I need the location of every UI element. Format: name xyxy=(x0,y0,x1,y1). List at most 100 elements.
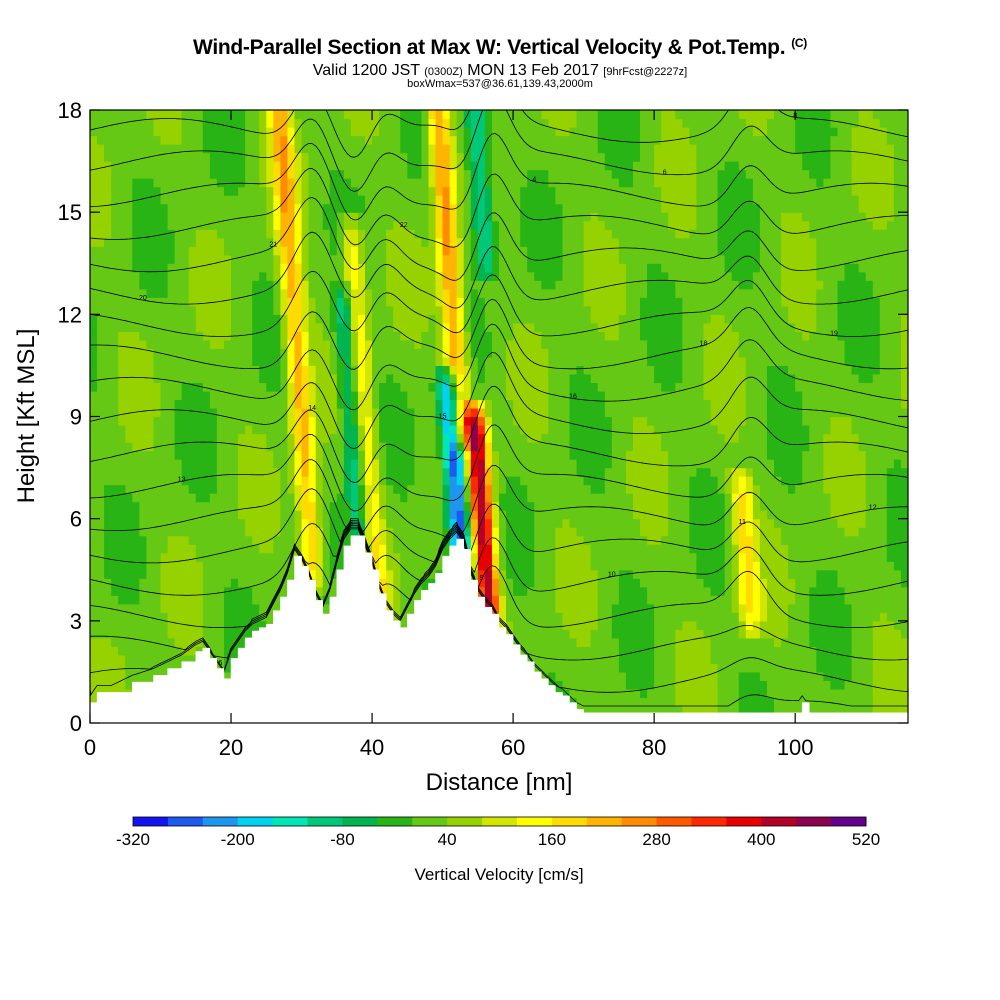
field-cell xyxy=(195,450,204,460)
field-cell xyxy=(273,169,281,179)
field-cell xyxy=(534,663,542,673)
field-cell xyxy=(435,229,444,239)
field-cell xyxy=(449,288,458,298)
field-cell xyxy=(223,297,232,307)
field-cell xyxy=(350,110,359,120)
field-cell xyxy=(97,544,105,554)
field-cell xyxy=(491,484,500,494)
field-cell xyxy=(308,144,317,154)
field-cell xyxy=(231,501,239,511)
field-cell xyxy=(273,595,281,605)
field-cell xyxy=(548,671,557,682)
field-cell xyxy=(407,110,415,120)
field-cell xyxy=(259,297,267,307)
field-cell xyxy=(231,527,239,537)
field-cell xyxy=(336,212,345,222)
field-cell xyxy=(456,212,465,222)
field-cell xyxy=(90,680,98,690)
field-cell xyxy=(470,501,479,511)
field-cell xyxy=(231,603,239,613)
field-cell xyxy=(442,135,451,145)
field-cell xyxy=(195,390,204,401)
field-cell xyxy=(216,322,225,332)
field-cell xyxy=(273,493,281,503)
field-cell xyxy=(273,373,281,384)
field-cell xyxy=(386,305,394,315)
field-cell xyxy=(407,527,415,537)
field-cell xyxy=(139,646,148,656)
field-cell xyxy=(231,280,239,290)
field-cell xyxy=(350,246,359,256)
field-cell xyxy=(343,212,352,222)
subtitle-utc: (0300Z) xyxy=(424,66,463,78)
field-cell xyxy=(181,305,190,315)
field-cell xyxy=(97,527,105,537)
field-cell xyxy=(350,331,359,341)
field-cell xyxy=(421,467,430,477)
field-cell xyxy=(202,305,211,315)
field-cell xyxy=(125,186,133,196)
field-cell xyxy=(294,246,303,256)
field-cell xyxy=(308,237,317,247)
field-cell xyxy=(174,373,183,384)
field-cell xyxy=(125,476,133,486)
field-cell xyxy=(111,373,119,384)
field-cell xyxy=(216,527,225,537)
field-cell xyxy=(477,356,486,367)
field-cell xyxy=(146,186,155,196)
field-cell xyxy=(372,110,380,120)
field-cell xyxy=(266,544,274,554)
field-cell xyxy=(308,271,317,281)
field-cell xyxy=(202,518,211,528)
field-cell xyxy=(379,459,387,469)
field-cell xyxy=(97,297,105,307)
field-cell xyxy=(188,322,197,332)
field-cell xyxy=(160,518,169,528)
field-cell xyxy=(506,195,514,205)
field-cell xyxy=(400,561,408,571)
field-cell xyxy=(491,501,500,511)
field-cell xyxy=(245,603,253,613)
field-cell xyxy=(343,186,352,196)
field-cell xyxy=(132,671,140,682)
field-cell xyxy=(266,493,274,503)
field-cell xyxy=(153,237,162,247)
field-cell xyxy=(238,331,246,341)
field-cell xyxy=(449,152,458,162)
field-cell xyxy=(357,305,366,315)
field-cell xyxy=(160,288,169,298)
field-cell xyxy=(541,390,549,401)
field-cell xyxy=(414,501,423,511)
field-cell xyxy=(548,578,557,588)
field-cell xyxy=(231,339,239,349)
field-cell xyxy=(562,535,571,545)
field-cell xyxy=(365,425,373,435)
field-cell xyxy=(90,373,98,384)
field-cell xyxy=(513,186,521,196)
field-cell xyxy=(174,339,183,349)
field-cell xyxy=(484,229,493,239)
field-cell xyxy=(273,467,281,477)
field-cell xyxy=(174,527,183,537)
field-cell xyxy=(160,544,169,554)
field-cell xyxy=(379,433,387,443)
field-cell xyxy=(435,518,444,528)
field-cell xyxy=(252,595,260,605)
field-cell xyxy=(414,237,423,247)
field-cell xyxy=(449,161,458,171)
field-cell xyxy=(181,442,190,452)
field-cell xyxy=(174,510,183,520)
field-cell xyxy=(456,169,465,179)
field-cell xyxy=(167,288,176,298)
field-cell xyxy=(209,161,218,171)
field-cell xyxy=(400,476,408,486)
field-cell xyxy=(315,280,324,290)
field-cell xyxy=(266,561,274,571)
field-cell xyxy=(435,433,444,443)
field-cell xyxy=(520,552,528,562)
field-cell xyxy=(160,535,169,545)
field-cell xyxy=(336,467,345,477)
field-cell xyxy=(527,365,535,375)
field-cell xyxy=(569,552,578,562)
field-cell xyxy=(379,220,387,230)
